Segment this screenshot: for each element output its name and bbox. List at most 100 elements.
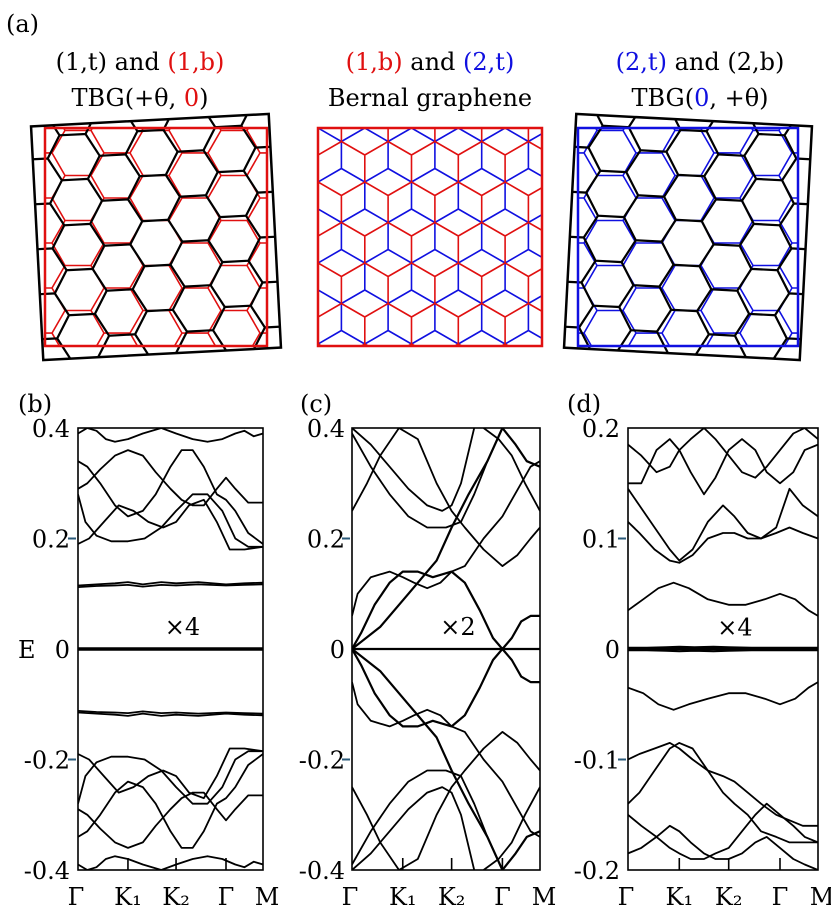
- lattice-1-caption-line2: TBG(+θ, 0): [71, 84, 208, 112]
- x-tick-label: K₁: [666, 883, 694, 911]
- band-line: [628, 645, 818, 649]
- caption-segment: (2,t): [616, 48, 667, 76]
- lattice-frame-back: [29, 112, 283, 362]
- band-line: [628, 581, 818, 617]
- y-tick-label: 0.2: [582, 415, 620, 443]
- band-line: [78, 710, 263, 715]
- x-tick-label: Γ: [618, 883, 635, 911]
- caption-segment: and: [403, 48, 463, 76]
- y-tick-label: -0.2: [574, 857, 620, 885]
- plot-frame: [77, 427, 264, 871]
- band-line: [352, 647, 540, 728]
- x-tick-label: Γ: [68, 883, 85, 911]
- band-line: [628, 802, 818, 860]
- hexagon-lattice-layer: [45, 128, 267, 346]
- y-tick-label: -0.4: [24, 857, 70, 885]
- x-tick-label: M: [532, 883, 557, 911]
- band-line: [352, 428, 540, 567]
- caption-segment: (1,b): [167, 48, 224, 76]
- band-line: [78, 428, 263, 443]
- x-tick-label: Γ: [772, 883, 789, 911]
- lattice-frame-front: [576, 126, 800, 348]
- band-line: [78, 750, 263, 805]
- lattice-captions: (1,t) and (1,b) TBG(+θ, 0) (1,b) and (2,t)…: [56, 48, 785, 112]
- y-tick-label: 0.4: [32, 415, 70, 443]
- lattice-frame-back: [562, 112, 814, 362]
- band-line: [352, 460, 540, 617]
- lattice-1: [29, 112, 283, 362]
- x-tick-label: M: [255, 883, 280, 911]
- caption-segment: (2,b): [727, 48, 784, 76]
- band-line: [628, 649, 818, 653]
- band-line: [352, 570, 540, 651]
- chart-c: (c)0.40.20-0.2-0.4×2Γ K₁ K₂ Γ M: [299, 390, 557, 911]
- x-tick-label: Γ: [494, 883, 511, 911]
- y-axis-label: E: [18, 636, 36, 664]
- band-line: [352, 428, 476, 512]
- panel-a-letter: (a): [6, 10, 39, 38]
- y-tick-label: -0.4: [299, 857, 345, 885]
- hexagon-lattice-layer: [578, 128, 798, 346]
- y-tick-label: 0: [330, 636, 345, 664]
- band-line: [352, 428, 504, 529]
- caption-segment: TBG(+θ,: [71, 84, 183, 112]
- lattice-frame-front: [43, 126, 269, 348]
- x-tick-label: Γ: [342, 883, 359, 911]
- plot-frame: [351, 427, 541, 871]
- lattice-1-caption-line1: (1,t) and (1,b): [56, 48, 225, 76]
- chart-b: (b)0.40.20-0.2-0.4E×4Γ K₁ K₂ Γ M: [18, 390, 279, 911]
- lattice-3: [562, 112, 814, 362]
- caption-segment: and: [667, 48, 727, 76]
- x-tick-label: K₂: [715, 883, 743, 911]
- x-tick-label: K₁: [114, 883, 142, 911]
- x-tick-label: M: [810, 883, 831, 911]
- band-line: [628, 487, 818, 562]
- hexagon-lattice-layer: [564, 113, 812, 361]
- band-line: [352, 769, 504, 870]
- band-line: [352, 731, 540, 870]
- band-line: [628, 824, 818, 870]
- band-line: [628, 681, 818, 711]
- caption-segment: ): [199, 84, 208, 112]
- band-line: [483, 428, 540, 512]
- caption-segment: and: [107, 48, 167, 76]
- caption-segment: (1,b): [346, 48, 403, 76]
- x-tick-label: K₂: [162, 883, 190, 911]
- caption-segment: , +θ): [709, 84, 768, 112]
- band-line: [78, 581, 263, 587]
- panel-letter: (d): [567, 390, 601, 418]
- band-line: [78, 498, 263, 551]
- y-tick-label: -0.2: [24, 747, 70, 775]
- band-line: [352, 681, 540, 838]
- x-tick-label: K₂: [438, 883, 466, 911]
- band-line: [78, 711, 263, 717]
- scale-annotation: ×2: [440, 613, 475, 641]
- lattice-2-caption-line2: Bernal graphene: [328, 84, 532, 112]
- y-tick-label: 0.4: [307, 415, 345, 443]
- panel-letter: (c): [300, 390, 332, 418]
- caption-segment: 0: [184, 84, 199, 112]
- band-line: [78, 449, 263, 507]
- lattice-2-caption-line1: (1,b) and (2,t): [346, 48, 515, 76]
- scale-annotation: ×4: [717, 614, 752, 642]
- band-structure-charts: (b)0.40.20-0.2-0.4E×4Γ K₁ K₂ Γ M(c)0.40.20-0…: [18, 390, 831, 911]
- band-line: [352, 648, 540, 870]
- x-tick-label: Γ: [218, 883, 235, 911]
- band-line: [628, 521, 818, 564]
- caption-segment: 0: [694, 84, 709, 112]
- y-tick-label: 0: [55, 636, 70, 664]
- scale-annotation: ×4: [165, 613, 200, 641]
- band-line: [78, 493, 263, 548]
- band-line: [483, 786, 540, 870]
- band-line: [352, 786, 476, 870]
- y-tick-label: 0: [605, 636, 620, 664]
- band-line: [78, 747, 263, 800]
- lattice-3-caption-line1: (2,t) and (2,b): [616, 48, 785, 76]
- band-line: [78, 791, 263, 849]
- band-line: [78, 753, 263, 849]
- caption-segment: TBG(: [631, 84, 694, 112]
- y-tick-label: -0.2: [299, 747, 345, 775]
- hexagon-lattice-layer: [31, 113, 281, 361]
- plot-frame: [627, 427, 819, 871]
